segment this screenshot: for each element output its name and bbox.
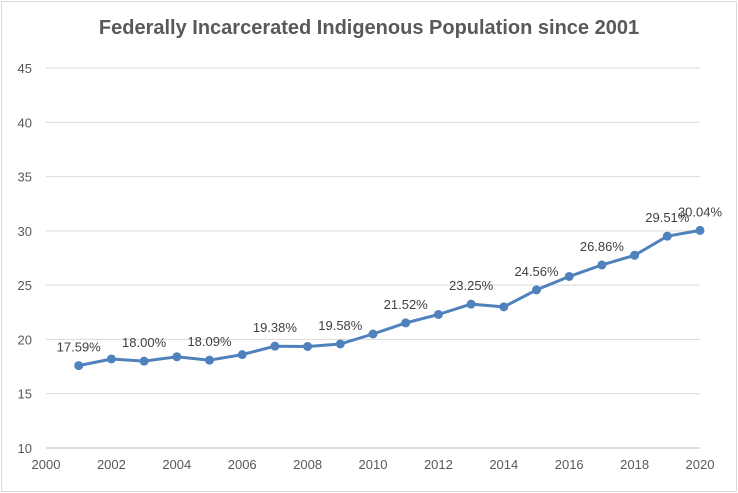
- data-label-2015: 24.56%: [514, 264, 559, 279]
- data-point-2016: [564, 271, 574, 281]
- x-tick-label: 2014: [489, 457, 518, 472]
- data-point-2003: [139, 356, 149, 366]
- data-point-2017: [597, 260, 607, 270]
- data-point-2002: [106, 354, 116, 364]
- chart-title: Federally Incarcerated Indigenous Popula…: [98, 17, 640, 39]
- series-line: [77, 228, 702, 368]
- data-point-2004: [172, 352, 182, 362]
- x-tick-label: 2010: [359, 457, 388, 472]
- data-point-2012: [433, 309, 443, 319]
- x-tick-label: 2000: [32, 457, 61, 472]
- x-tick-label: 2008: [293, 457, 322, 472]
- y-axis-tick-labels: 10 15 20 25 30 35 40 45: [18, 61, 32, 456]
- data-label-2017: 26.86%: [580, 239, 625, 254]
- x-axis-tick-labels: 2000 2002 2004 2006 2008 2010 2012 2014 2016 2018…: [32, 457, 715, 472]
- data-label-2001: 17.59%: [57, 340, 102, 355]
- y-tick-label: 45: [18, 61, 32, 76]
- data-point-2011: [401, 318, 411, 328]
- x-tick-label: 2006: [228, 457, 257, 472]
- data-label-2013: 23.25%: [449, 278, 494, 293]
- data-point-2007: [270, 341, 280, 351]
- x-tick-label: 2002: [97, 457, 126, 472]
- data-point-2005: [205, 355, 214, 365]
- data-label-2011: 21.52%: [384, 297, 429, 312]
- data-point-2001: [74, 361, 84, 371]
- data-label-2020: 30.04%: [678, 204, 723, 219]
- x-tick-label: 2004: [162, 457, 191, 472]
- x-tick-label: 2016: [555, 457, 584, 472]
- data-label-2019: 29.51%: [645, 210, 690, 225]
- data-labels: 17.59% 18.00% 18.09% 19.38% 19.58% 21.52% 23.2…: [57, 204, 723, 354]
- x-tick-label: 2020: [686, 457, 715, 472]
- x-tick-label: 2012: [424, 457, 453, 472]
- y-tick-label: 25: [18, 278, 32, 293]
- data-label-2003: 18.00%: [122, 335, 167, 350]
- y-tick-label: 35: [18, 170, 32, 185]
- data-point-2013: [466, 299, 476, 309]
- y-tick-label: 10: [18, 441, 32, 456]
- data-series: [74, 225, 705, 371]
- data-point-2019: [662, 231, 672, 241]
- y-tick-label: 15: [18, 387, 32, 402]
- y-tick-label: 30: [18, 224, 32, 239]
- data-point-2020: [695, 225, 705, 235]
- data-point-2006: [237, 350, 247, 360]
- data-point-2014: [499, 302, 509, 312]
- data-point-2008: [303, 341, 313, 351]
- data-point-2018: [630, 250, 640, 260]
- y-tick-label: 20: [18, 332, 32, 347]
- y-tick-label: 40: [18, 115, 32, 130]
- data-point-2009: [335, 339, 345, 349]
- data-point-2015: [532, 285, 541, 295]
- gridlines: [46, 67, 700, 449]
- x-tick-label: 2018: [620, 457, 649, 472]
- data-point-2010: [368, 329, 378, 339]
- data-label-2005: 18.09%: [187, 334, 232, 349]
- data-label-2009: 19.58%: [318, 318, 363, 333]
- data-label-2007: 19.38%: [253, 320, 298, 335]
